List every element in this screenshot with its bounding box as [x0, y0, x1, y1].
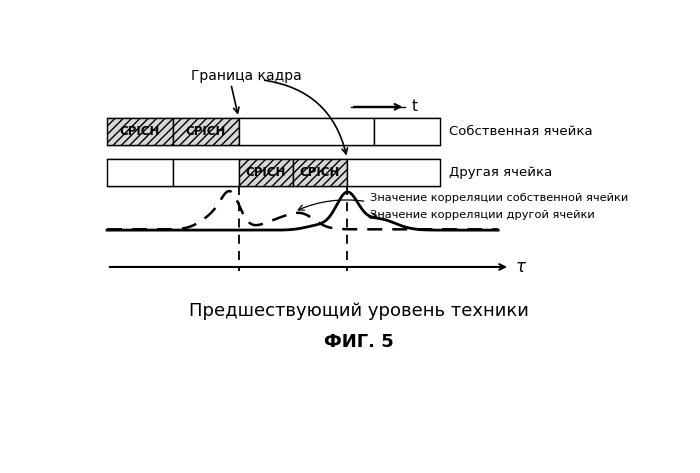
Text: Граница кадра: Граница кадра [191, 69, 302, 83]
Text: Предшествующий уровень техники: Предшествующий уровень техники [189, 302, 528, 320]
Text: CPICH: CPICH [120, 125, 160, 138]
Bar [374, 118, 440, 145]
Text: Другая ячейка: Другая ячейка [449, 166, 553, 179]
Text: CPICH: CPICH [186, 125, 226, 138]
Bar [107, 118, 173, 145]
Text: Собственная ячейка: Собственная ячейка [449, 125, 593, 138]
Bar [173, 118, 239, 145]
Bar [107, 159, 173, 186]
Bar [173, 159, 239, 186]
Text: Значение корреляции другой ячейки: Значение корреляции другой ячейки [370, 210, 595, 219]
Text: CPICH: CPICH [246, 166, 286, 179]
Text: CPICH: CPICH [300, 166, 340, 179]
Bar [347, 159, 440, 186]
Text: τ: τ [516, 258, 526, 276]
Text: ФИГ. 5: ФИГ. 5 [324, 333, 393, 350]
Bar [293, 159, 347, 186]
Text: Значение корреляции собственной ячейки: Значение корреляции собственной ячейки [370, 193, 629, 202]
Bar [239, 118, 374, 145]
Text: t: t [412, 99, 417, 114]
Bar [239, 159, 293, 186]
